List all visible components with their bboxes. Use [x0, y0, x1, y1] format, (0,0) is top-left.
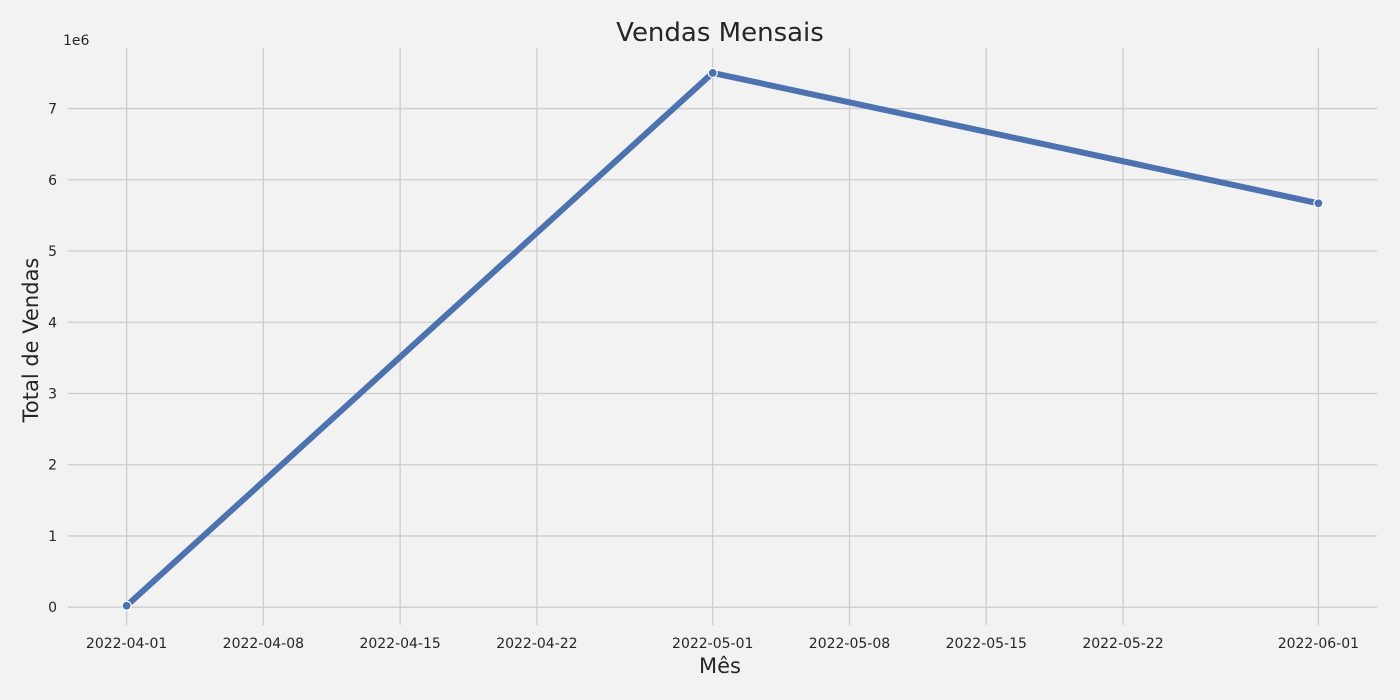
x-tick-label: 2022-05-22 [1082, 636, 1163, 652]
x-tick-label: 2022-04-15 [359, 636, 440, 652]
x-tick-label: 2022-04-22 [496, 636, 577, 652]
y-tick-label: 5 [48, 244, 57, 260]
x-tick-label: 2022-05-15 [946, 636, 1027, 652]
data-point [1313, 198, 1324, 209]
tick-labels: 2022-04-01 2022-04-08 2022-04-15 2022-04-22… [48, 102, 1359, 652]
y-tick-label: 7 [48, 102, 57, 118]
y-tick-label: 3 [48, 386, 57, 402]
grid [68, 48, 1377, 625]
x-axis-label: Mês [699, 654, 741, 678]
x-tick-label: 2022-04-08 [223, 636, 304, 652]
y-axis-offset-label: 1e6 [63, 33, 90, 49]
y-axis-label: Total de Vendas [19, 258, 43, 424]
y-tick-label: 6 [48, 173, 57, 189]
x-tick-label: 2022-05-01 [672, 636, 753, 652]
data-point [121, 600, 132, 611]
x-tick-label: 2022-05-08 [809, 636, 890, 652]
y-tick-label: 0 [48, 600, 57, 616]
data-point [707, 67, 718, 79]
x-tick-label: 2022-06-01 [1278, 636, 1359, 652]
series-line [123, 69, 1322, 609]
chart-title: Vendas Mensais [616, 18, 824, 48]
y-tick-label: 2 [48, 458, 57, 474]
y-tick-label: 4 [48, 315, 57, 331]
y-tick-label: 1 [48, 529, 57, 545]
x-tick-label: 2022-04-01 [86, 636, 167, 652]
series-layer [121, 67, 1324, 611]
